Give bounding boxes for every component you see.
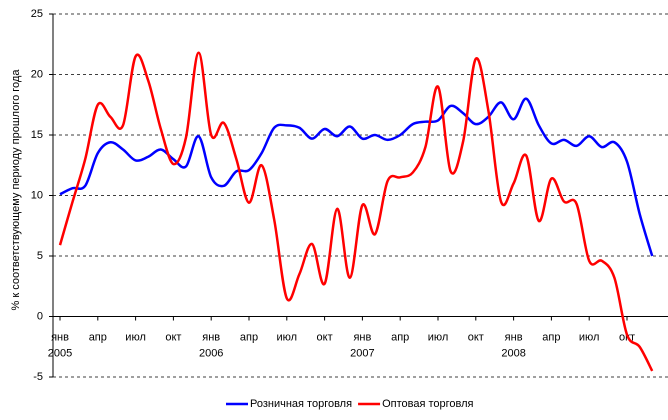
x-tick-label: июл <box>428 331 449 343</box>
x-tick-label: янв <box>505 331 523 343</box>
y-axis-label: % к соответствующему периоду прошлого го… <box>10 69 22 311</box>
x-tick-label: апр <box>391 331 409 343</box>
x-tick-label: янв <box>353 331 371 343</box>
y-tick-label: 15 <box>31 129 43 141</box>
y-tick-label: 20 <box>31 68 43 80</box>
x-tick-label: апр <box>240 331 258 343</box>
y-tick-label: 0 <box>37 310 43 322</box>
x-tick-label: окт <box>165 331 181 343</box>
x-tick-label: янв <box>202 331 220 343</box>
line-series <box>59 97 654 257</box>
x-tick-label: окт <box>317 331 333 343</box>
year-label: 2005 <box>48 347 72 359</box>
x-tick-label: июл <box>125 331 146 343</box>
y-tick-label: 25 <box>31 8 43 20</box>
legend-label: Оптовая торговля <box>382 398 473 410</box>
x-tick-label: июл <box>579 331 600 343</box>
x-tick-label: янв <box>51 331 69 343</box>
year-label: 2008 <box>501 347 525 359</box>
y-tick-label: 10 <box>31 189 43 201</box>
x-tick-label: июл <box>277 331 298 343</box>
y-tick-label: -5 <box>33 371 43 383</box>
year-label: 2007 <box>350 347 374 359</box>
x-tick-label: окт <box>468 331 484 343</box>
x-tick-label: апр <box>89 331 107 343</box>
y-tick-label: 5 <box>37 250 43 262</box>
line-series <box>58 51 654 372</box>
legend-label: Розничная торговля <box>250 398 352 410</box>
year-label: 2006 <box>199 347 223 359</box>
x-tick-label: апр <box>542 331 560 343</box>
